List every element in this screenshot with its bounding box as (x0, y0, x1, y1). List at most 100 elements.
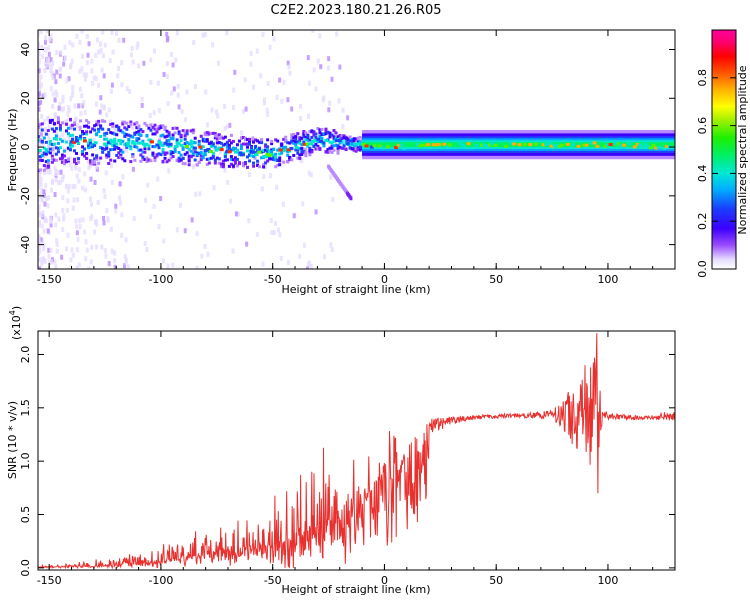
spectrogram-band-cell (58, 128, 62, 132)
spectrogram-band-cell (115, 142, 119, 146)
spectrogram-band-cell (342, 134, 346, 138)
spectrogram-band-cell (246, 149, 250, 153)
spectrogram-hot-cell (238, 151, 243, 155)
spectrogram-hot-cell (139, 141, 144, 145)
spectrogram-hot-cell (581, 143, 586, 147)
spectrogram-noise-cell (195, 231, 199, 237)
spectrogram-band-cell (276, 139, 280, 143)
spectrogram-noise-cell (126, 264, 130, 269)
spectrogram-band-cell (113, 147, 117, 151)
spectrogram-noise-cell (118, 200, 122, 206)
spectrogram-band-cell (227, 146, 231, 150)
spectrogram-noise-cell (228, 122, 232, 128)
spectrogram-noise-cell (49, 222, 53, 228)
spectrogram-hot-cell (369, 145, 374, 149)
spectrogram-noise-cell (57, 134, 61, 140)
spectrogram-band-cell (89, 160, 93, 164)
spectrogram-band-cell (324, 150, 328, 154)
spectrogram-band-cell (278, 163, 282, 167)
spectrogram-hot-cell (265, 152, 270, 156)
spectrogram-noise-cell (327, 56, 331, 62)
spectrogram-noise-cell (53, 192, 57, 198)
spectrogram-noise-cell (110, 82, 114, 88)
spectrogram-band-cell (115, 153, 119, 157)
spectrogram-noise-cell (243, 77, 247, 83)
spectrogram-band-cell (356, 147, 360, 151)
spectrogram-hot-cell (605, 143, 610, 147)
spectrogram-band-cell (256, 139, 260, 143)
spectrogram-band-cell (143, 147, 147, 151)
spectrogram-noise-cell (110, 248, 114, 254)
spectrogram-noise-cell (43, 39, 47, 45)
spectrogram-band-cell (73, 149, 77, 153)
spectrogram-band-cell (207, 161, 211, 165)
spectrogram-band-cell (52, 129, 56, 133)
spectrogram-noise-cell (305, 146, 309, 152)
spectrogram-hot-cell (82, 139, 87, 143)
spectrogram-hot-cell (337, 138, 342, 142)
spectrogram-noise-cell (152, 110, 156, 116)
spectrogram-band-cell (211, 131, 215, 135)
spectrogram-band-cell (266, 145, 270, 149)
spectrogram-noise-cell (40, 53, 44, 59)
spectrogram-band-cell (171, 154, 175, 158)
spectrogram-noise-cell (75, 230, 79, 236)
spectrogram-noise-cell (68, 155, 72, 161)
spectrogram-hot-cell (490, 142, 495, 146)
spectrogram-noise-cell (278, 77, 282, 83)
spectrogram-band-cell (292, 133, 296, 137)
spectrogram-band-cell (328, 140, 332, 144)
spectrogram-band-cell (103, 147, 107, 151)
spectrogram-noise-cell (125, 148, 129, 154)
spectrogram-noise-cell (314, 86, 318, 92)
spectrogram-noise-cell (95, 120, 99, 126)
spectrogram-band-cell (179, 135, 183, 139)
spectrogram-noise-cell (65, 118, 69, 124)
spectrogram-band-cell (62, 162, 66, 166)
spectrogram-hot-cell (576, 144, 581, 148)
spectrogram-band-cell (268, 157, 272, 161)
spectrogram-noise-cell (47, 124, 51, 130)
spectrogram-band-cell (77, 136, 81, 140)
spectrogram-band-cell (229, 162, 233, 166)
spectrogram-band-cell (332, 129, 336, 133)
spectrogram-hot-cell (528, 143, 533, 147)
spectrogram-noise-cell (67, 184, 71, 190)
spectrogram-noise-cell (203, 243, 207, 249)
spectrogram-band-cell (243, 138, 247, 142)
spectrogram-band-cell (48, 151, 52, 155)
spectrogram-noise-cell (111, 49, 115, 55)
spectrogram-band-cell (348, 146, 352, 150)
spectrogram-band-cell (167, 133, 171, 137)
spectrogram-noise-cell (70, 165, 74, 171)
spectrogram-noise-cell (83, 76, 87, 82)
spectrogram-band-cell (227, 143, 231, 147)
spectrogram-noise-cell (210, 107, 214, 113)
spectrogram-band-cell (241, 135, 245, 139)
spectrogram-noise-cell (302, 242, 306, 248)
spectrogram-band-cell (252, 155, 256, 159)
spectrogram-noise-cell (137, 63, 141, 69)
spectrogram-y-tick-label: 40 (19, 43, 32, 57)
spectrogram-noise-cell (195, 265, 199, 269)
spectrogram-noise-cell (216, 144, 220, 150)
spectrogram-noise-cell (90, 244, 94, 250)
spectrogram-noise-cell (47, 60, 51, 66)
spectrogram-band-cell (346, 138, 350, 142)
spectrogram-noise-cell (38, 219, 41, 225)
spectrogram-noise-cell (165, 74, 169, 80)
spectrogram-band-cell (119, 153, 123, 157)
spectrogram-band-cell (189, 142, 193, 146)
spectrogram-band-cell (209, 156, 213, 160)
spectrogram-band-cell (129, 160, 133, 164)
spectrogram-noise-cell (59, 50, 63, 56)
spectrogram-band-cell (239, 147, 243, 151)
spectrogram-noise-cell (40, 223, 44, 229)
spectrogram-band-cell (227, 164, 231, 168)
spectrogram-band-cell (284, 139, 288, 143)
spectrogram-noise-cell (192, 40, 196, 46)
spectrogram-noise-cell (72, 197, 76, 203)
spectrogram-band-cell (121, 120, 125, 124)
spectrogram-band-cell (93, 161, 97, 165)
spectrogram-band-cell (153, 156, 157, 160)
